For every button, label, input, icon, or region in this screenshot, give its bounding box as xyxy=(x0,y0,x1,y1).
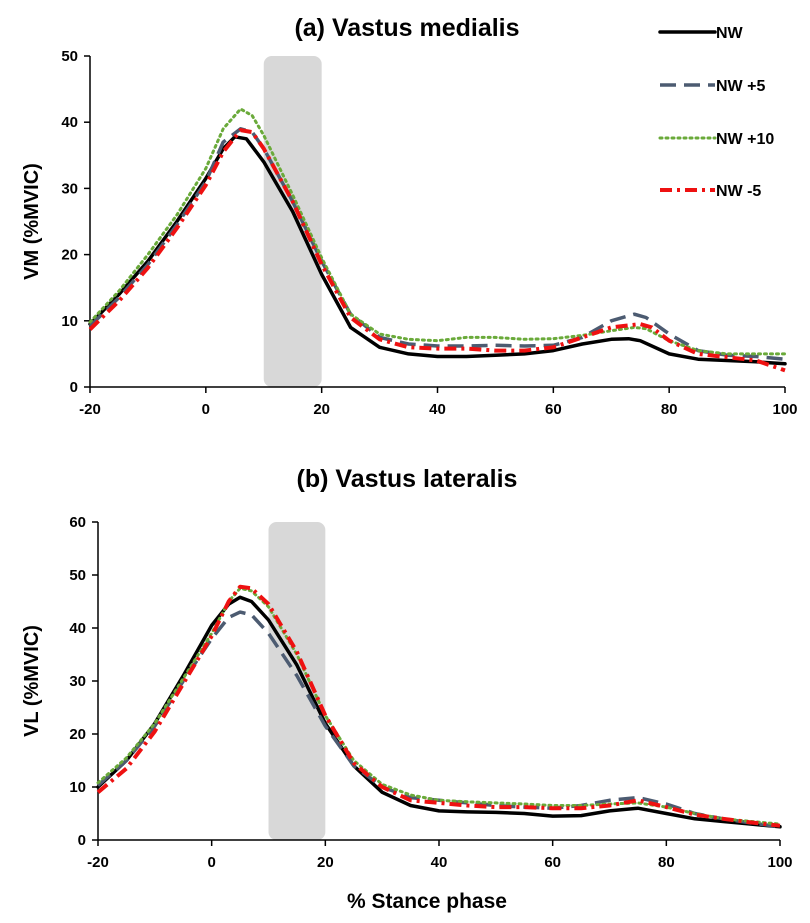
y-tick-label: 20 xyxy=(69,726,86,743)
series-line-nw-10 xyxy=(88,107,787,356)
y-tick-label: 30 xyxy=(61,180,78,197)
legend-label: NW xyxy=(716,25,744,42)
chart-title: (a) Vastus medialis xyxy=(294,14,519,42)
x-tick-label: 80 xyxy=(661,401,678,418)
x-tick-label: 100 xyxy=(772,401,797,418)
shaded-region xyxy=(263,56,322,387)
series-line-nw-5 xyxy=(88,127,786,361)
x-axis-label: % Stance phase xyxy=(347,890,507,913)
y-tick-label: 60 xyxy=(69,514,86,531)
legend-label: NW +5 xyxy=(716,78,765,95)
series-line-nw-5 xyxy=(96,610,781,829)
chart-title: (b) Vastus lateralis xyxy=(297,465,518,493)
series-line-nw xyxy=(96,595,782,829)
x-tick-label: 20 xyxy=(313,401,330,418)
y-axis-label: VM (%MVIC) xyxy=(21,163,43,280)
y-axis-label: VL (%MVIC) xyxy=(21,625,43,737)
x-tick-label: 20 xyxy=(317,854,334,871)
y-tick-label: 10 xyxy=(61,313,78,330)
y-tick-label: 50 xyxy=(69,567,86,584)
x-tick-label: 100 xyxy=(767,854,792,871)
y-tick-label: 20 xyxy=(61,247,78,264)
y-tick-label: 0 xyxy=(70,379,78,396)
series-line-nw-5 xyxy=(88,128,786,373)
x-tick-label: 40 xyxy=(429,401,446,418)
legend-label: NW +10 xyxy=(716,131,774,148)
series-line-nw-5 xyxy=(96,584,781,828)
series-line-nw xyxy=(88,135,787,366)
y-tick-label: 50 xyxy=(61,48,78,65)
y-tick-label: 40 xyxy=(69,620,86,637)
y-tick-label: 40 xyxy=(61,114,78,131)
shaded-region xyxy=(268,522,326,840)
x-tick-label: 80 xyxy=(658,854,675,871)
x-tick-label: -20 xyxy=(79,401,101,418)
y-tick-label: 0 xyxy=(78,832,86,849)
legend-label: NW -5 xyxy=(716,183,761,200)
x-tick-label: 0 xyxy=(202,401,210,418)
series-line-nw-10 xyxy=(96,586,782,826)
x-tick-label: 0 xyxy=(207,854,215,871)
x-tick-label: 40 xyxy=(431,854,448,871)
y-tick-label: 10 xyxy=(69,779,86,796)
y-tick-label: 30 xyxy=(69,673,86,690)
legend: NW NW +5 NW +10 NW -5 xyxy=(658,25,774,200)
x-tick-label: -20 xyxy=(87,854,109,871)
x-tick-label: 60 xyxy=(545,401,562,418)
x-tick-label: 60 xyxy=(544,854,561,871)
